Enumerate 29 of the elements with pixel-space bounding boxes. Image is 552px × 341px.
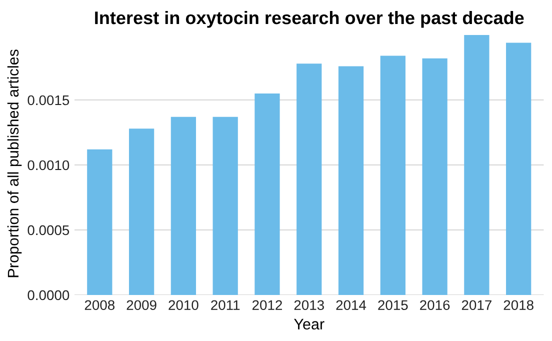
x-tick-label: 2011 [211, 300, 240, 310]
y-tick-label: 0.0015 [28, 95, 70, 106]
x-tick-label: 2014 [336, 300, 366, 310]
x-tick-label: 2017 [462, 300, 492, 310]
x-tick-label: 2008 [84, 300, 114, 310]
x-tick-label: 2018 [504, 300, 534, 310]
bar [128, 128, 154, 295]
y-tick-label: 0.0010 [28, 160, 70, 170]
bar [422, 58, 448, 295]
y-tick-label: 0.0005 [28, 225, 70, 236]
x-tick-label: 2012 [252, 300, 282, 310]
x-tick-label: 2010 [168, 300, 198, 310]
bar [380, 56, 406, 295]
y-tick-label: 0.0000 [28, 290, 70, 300]
bar [212, 116, 238, 295]
x-tick-label: 2016 [420, 300, 450, 310]
chart-title: Interest in oxytocin research over the past decade [95, 10, 524, 28]
x-tick-label: 2009 [126, 300, 156, 310]
x-tick-label: 2013 [294, 300, 324, 310]
x-tick-label: 2015 [378, 300, 408, 310]
bar [506, 42, 532, 295]
bar [464, 34, 490, 295]
bar [87, 149, 112, 295]
bar [296, 64, 322, 295]
bar [170, 116, 196, 295]
x-axis-title: Year [294, 318, 324, 330]
bar [338, 66, 364, 295]
y-axis-title: Proportion of all published articles [7, 50, 22, 278]
bar [254, 93, 280, 295]
